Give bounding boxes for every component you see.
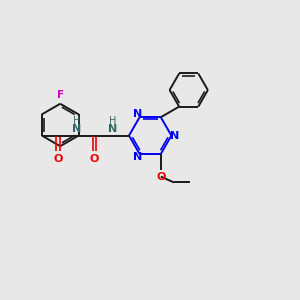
Text: N: N — [108, 124, 117, 134]
Text: N: N — [133, 109, 142, 119]
Text: O: O — [90, 154, 99, 164]
Text: H: H — [73, 116, 80, 126]
Text: N: N — [170, 130, 179, 141]
Text: O: O — [156, 172, 166, 182]
Text: O: O — [53, 154, 63, 164]
Text: N: N — [72, 124, 81, 134]
Text: H: H — [109, 116, 116, 126]
Text: N: N — [133, 152, 142, 162]
Text: F: F — [57, 90, 64, 100]
